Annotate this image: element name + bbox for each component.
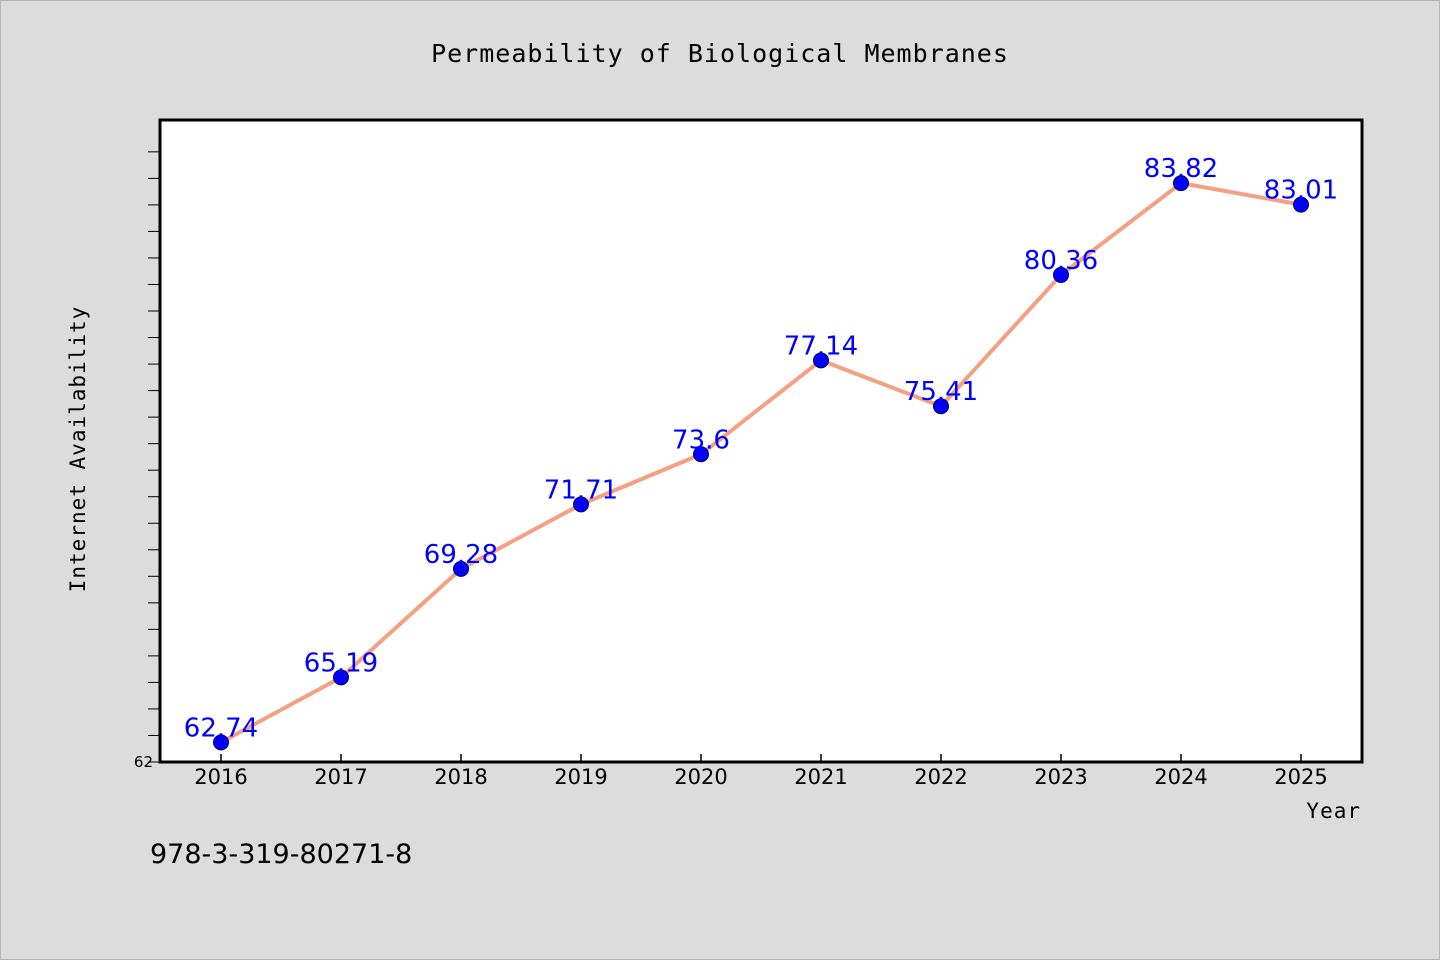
series-markers [213, 175, 1309, 751]
data-point [813, 352, 829, 369]
data-point [1173, 175, 1189, 192]
data-labels: 62.74 65.19 69.28 71.71 73.6 77.14 75.41 80.36 8… [184, 154, 1338, 743]
data-point [213, 734, 229, 751]
x-tick-label: 2025 [1274, 765, 1327, 789]
x-tick-label: 2023 [1034, 765, 1087, 789]
data-point [333, 669, 349, 686]
data-point [573, 496, 589, 513]
data-label: 80.36 [1024, 246, 1098, 276]
x-tick-label: 2020 [674, 765, 727, 789]
y-axis-title: Internet Availability [66, 306, 90, 593]
x-axis-ticks [220, 754, 1302, 762]
x-axis-title: Year [1306, 799, 1361, 823]
x-tick-label: 2021 [794, 765, 847, 789]
data-label: 83.01 [1264, 176, 1338, 206]
x-tick-label: 2018 [434, 765, 487, 789]
data-label: 75.41 [904, 377, 978, 407]
x-tick-label: 2024 [1154, 765, 1207, 789]
data-label: 62.74 [184, 713, 258, 743]
data-label: 83.82 [1144, 154, 1218, 184]
series-line [220, 181, 1302, 745]
data-label: 77.14 [784, 331, 858, 361]
data-point [1053, 266, 1069, 283]
y-tick-label-min: 62 [134, 753, 153, 771]
data-point [933, 398, 949, 415]
x-tick-label: 2016 [194, 765, 247, 789]
data-label: 71.71 [544, 475, 618, 505]
y-axis-ticks [148, 151, 160, 763]
data-point [1293, 196, 1309, 213]
x-tick-label: 2022 [914, 765, 967, 789]
x-tick-label: 2019 [554, 765, 607, 789]
data-label: 69.28 [424, 540, 498, 570]
data-point [693, 446, 709, 463]
x-tick-label: 2017 [314, 765, 367, 789]
plot-area [158, 118, 1364, 764]
data-point [453, 560, 469, 577]
chart-title: Permeability of Biological Membranes [431, 39, 1009, 68]
x-axis-tick-labels: 2016 2017 2018 2019 2020 2021 2022 2023 2024 2025 [194, 765, 1327, 789]
data-label: 73.6 [672, 425, 730, 455]
data-label: 65.19 [304, 648, 378, 678]
footer-note: 978-3-319-80271-8 [150, 839, 412, 870]
